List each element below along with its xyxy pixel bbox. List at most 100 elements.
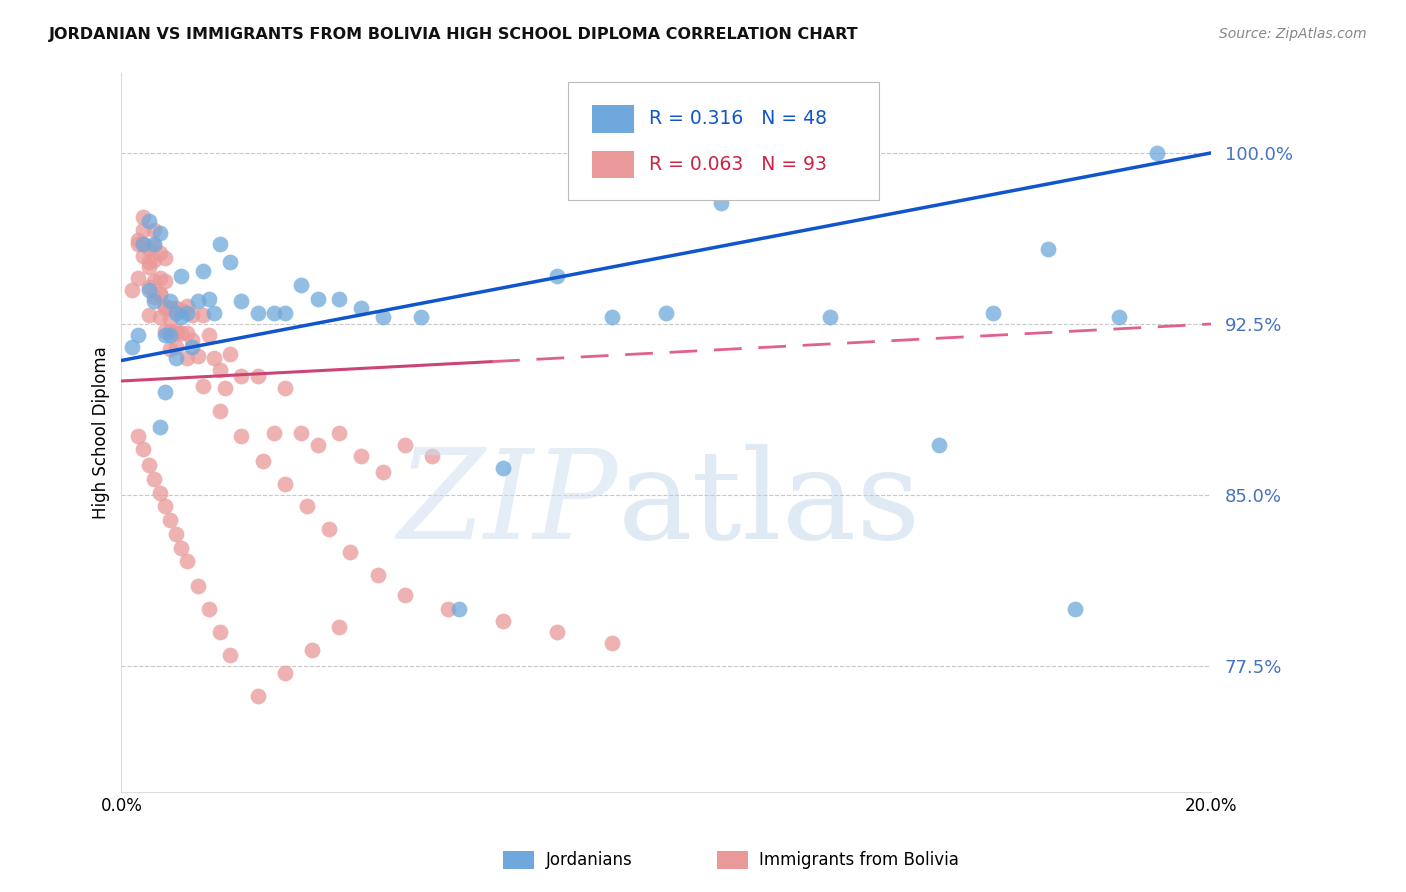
Point [219,346,242,360]
Point [367,568,389,582]
Point [371,310,394,325]
Point [127,429,149,443]
Point [181,333,204,347]
Point [127,237,149,252]
FancyBboxPatch shape [568,81,879,200]
Point [153,274,176,288]
Point [1064,602,1087,616]
Point [149,419,172,434]
Point [165,324,187,338]
Point [153,385,176,400]
Point [159,513,181,527]
Point [1146,145,1168,160]
Point [246,369,269,384]
Point [449,602,471,616]
Point [274,381,297,395]
Point [181,340,204,354]
Point [138,214,160,228]
Point [437,602,460,616]
Point [127,233,149,247]
Point [328,292,350,306]
Point [208,403,231,417]
Point [143,274,166,288]
Point [143,294,166,309]
Point [295,500,318,514]
Point [159,328,181,343]
Point [132,248,155,262]
Point [153,328,176,343]
Point [187,294,209,309]
Point [159,312,181,326]
Point [165,340,187,354]
Point [274,666,297,681]
Point [132,237,155,252]
Point [231,369,253,384]
Point [193,308,215,322]
Point [170,268,193,283]
Point [159,301,181,315]
Text: atlas: atlas [617,443,921,565]
Point [170,326,193,340]
Point [339,545,361,559]
Point [246,689,269,703]
Point [307,438,329,452]
Point [132,223,155,237]
Point [492,460,515,475]
Point [187,349,209,363]
Point [138,308,160,322]
Point [193,378,215,392]
Point [350,301,373,315]
Point [928,438,950,452]
Point [165,301,187,315]
Point [159,294,181,309]
Point [818,310,841,325]
Point [170,303,193,318]
Point [394,438,416,452]
Point [1108,310,1130,325]
Point [197,602,219,616]
Point [231,294,253,309]
Point [371,465,394,479]
Point [1036,242,1059,256]
Text: Jordanians: Jordanians [546,851,633,869]
Bar [592,105,634,133]
Point [132,237,155,252]
Point [600,310,623,325]
Point [138,280,160,294]
Point [411,310,433,325]
Text: Source: ZipAtlas.com: Source: ZipAtlas.com [1219,27,1367,41]
Point [197,328,219,343]
Point [394,589,416,603]
Point [219,255,242,269]
Point [420,450,443,464]
Point [153,500,176,514]
Point [176,351,198,366]
Point [983,305,1005,319]
Point [274,305,297,319]
Point [165,527,187,541]
Point [176,326,198,340]
Point [132,210,155,224]
Point [202,351,225,366]
Point [231,429,253,443]
Point [208,362,231,376]
Point [138,255,160,269]
Point [655,305,678,319]
Point [328,620,350,634]
Point [214,381,236,395]
Point [546,268,568,283]
Point [350,450,373,464]
Point [176,299,198,313]
Point [165,305,187,319]
Point [149,271,172,285]
Point [153,251,176,265]
Point [208,625,231,640]
Point [143,223,166,237]
Point [138,242,160,256]
Point [132,442,155,457]
Point [274,476,297,491]
Point [710,196,733,211]
Point [290,426,312,441]
Text: R = 0.063   N = 93: R = 0.063 N = 93 [650,154,827,174]
Point [202,305,225,319]
